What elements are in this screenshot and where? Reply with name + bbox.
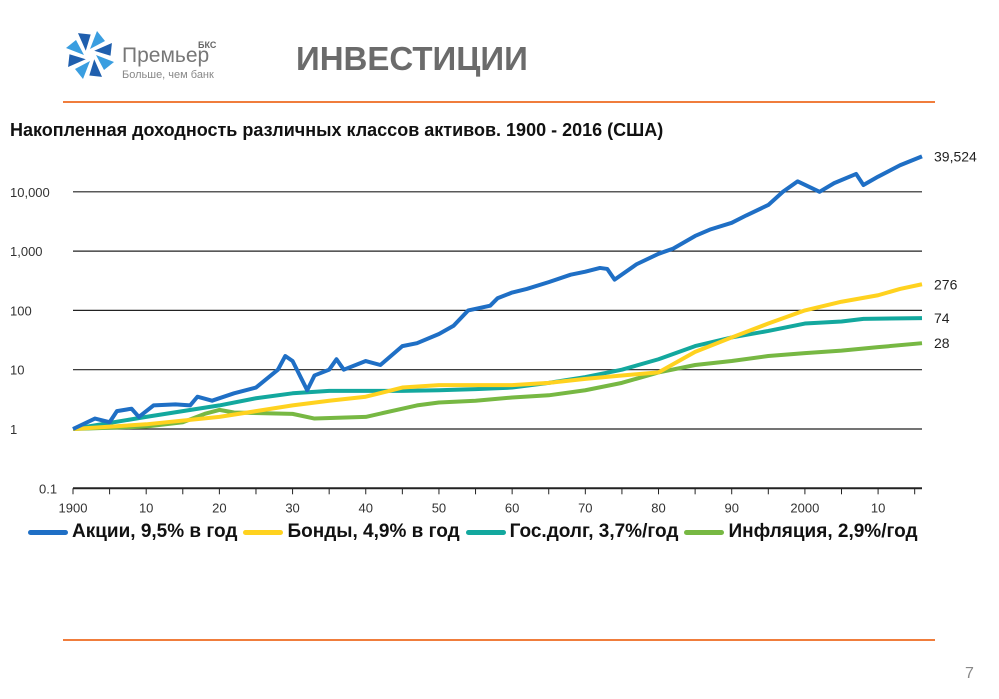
x-tick-label: 80 bbox=[651, 500, 665, 515]
y-tick-label: 1 bbox=[10, 422, 17, 437]
x-tick-label: 10 bbox=[871, 500, 885, 515]
x-tick-label: 20 bbox=[212, 500, 226, 515]
logo-icon bbox=[66, 31, 114, 79]
page-number: 7 bbox=[965, 665, 974, 682]
x-tick-label: 60 bbox=[505, 500, 519, 515]
y-tick-label: 10,000 bbox=[10, 185, 50, 200]
series-line bbox=[72, 316, 923, 431]
series-line bbox=[72, 154, 923, 431]
x-tick-label: 70 bbox=[578, 500, 592, 515]
legend-label: Инфляция, 2,9%/год bbox=[728, 521, 918, 542]
x-tick-label: 40 bbox=[359, 500, 373, 515]
x-tick-label: 50 bbox=[432, 500, 446, 515]
chart-title: Накопленная доходность различных классов… bbox=[10, 120, 664, 140]
legend-item: Инфляция, 2,9%/год bbox=[684, 521, 918, 543]
bottom-divider bbox=[63, 639, 935, 641]
logo-name: Премьер bbox=[122, 44, 210, 67]
top-divider bbox=[63, 101, 935, 103]
legend-label: Акции, 9,5% в год bbox=[72, 521, 238, 542]
legend-label: Гос.долг, 3,7%/год bbox=[509, 521, 679, 542]
chart: 0.1 1 10 100 1,000 10,000 1900 10 20 30 40 50 60 70 80… bbox=[10, 148, 977, 515]
end-label: 276 bbox=[934, 276, 958, 292]
x-tick-label: 30 bbox=[285, 500, 299, 515]
y-tick-label: 100 bbox=[10, 303, 32, 318]
legend-label: Бонды, 4,9% в год bbox=[287, 521, 460, 542]
legend-swatch bbox=[28, 529, 68, 535]
series-line bbox=[72, 282, 923, 431]
legend-item: Гос.долг, 3,7%/год bbox=[465, 521, 679, 543]
page-title: ИНВЕСТИЦИИ bbox=[296, 40, 528, 77]
end-label: 39,524 bbox=[934, 148, 977, 164]
legend-swatch bbox=[243, 529, 284, 535]
x-tick-label: 10 bbox=[139, 500, 153, 515]
y-tick-label: 1,000 bbox=[10, 244, 43, 259]
series-line bbox=[72, 341, 923, 431]
legend: Акции, 9,5% в год Бонды, 4,9% в год Гос.до… bbox=[28, 521, 918, 543]
x-tick-label: 2000 bbox=[790, 500, 819, 515]
y-tick-label: 10 bbox=[10, 363, 24, 378]
end-label: 28 bbox=[934, 335, 950, 351]
legend-item: Бонды, 4,9% в год bbox=[243, 521, 460, 543]
legend-item: Акции, 9,5% в год bbox=[28, 521, 237, 543]
logo-tagline: Больше, чем банк bbox=[122, 69, 214, 81]
x-tick-label: 1900 bbox=[59, 500, 88, 515]
legend-swatch bbox=[684, 529, 725, 535]
end-label: 74 bbox=[934, 310, 950, 326]
y-tick-label: 0.1 bbox=[39, 481, 57, 496]
legend-swatch bbox=[465, 529, 506, 535]
x-tick-label: 90 bbox=[724, 500, 738, 515]
logo-superscript: БКС bbox=[198, 40, 217, 50]
